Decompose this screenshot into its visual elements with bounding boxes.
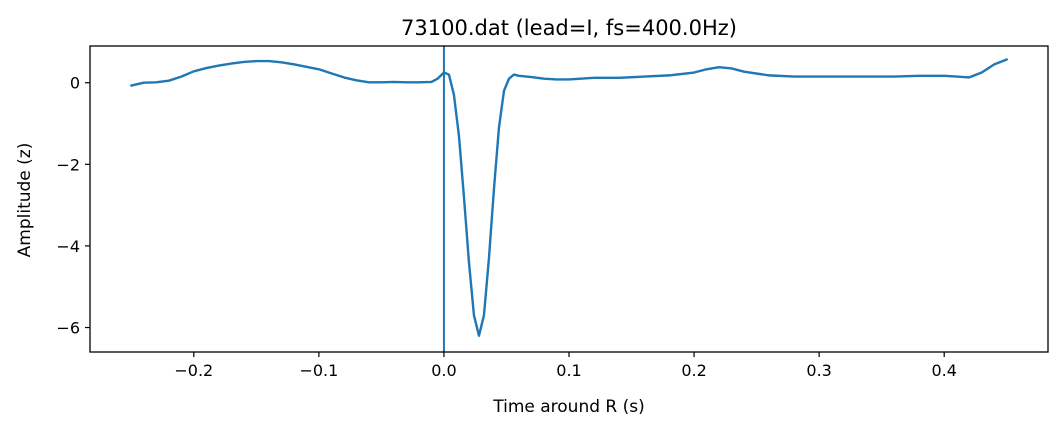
y-tick-label: 0 [70,74,80,93]
y-axis-label: Amplitude (z) [15,143,35,258]
x-tick-label: 0.1 [556,361,581,380]
ecg-series-line [130,58,1008,337]
y-tick-label: −6 [56,319,80,338]
y-tick-label: −2 [56,155,80,174]
x-tick-label: −0.1 [299,361,338,380]
x-tick-label: −0.2 [174,361,213,380]
plot-marks: −0.2 −0.1 0.0 0.1 0.2 0.3 0.4 0 −2 −4 −6 [56,46,1008,380]
x-tick-label: 0.0 [431,361,456,380]
plot-frame [89,45,1049,353]
x-tick-label: 0.2 [681,361,706,380]
chart-title: 73100.dat (lead=I, fs=400.0Hz) [401,16,737,40]
x-tick-label: 0.4 [931,361,956,380]
x-axis-label: Time around R (s) [492,397,645,417]
y-tick-label: −4 [56,237,80,256]
x-tick-label: 0.3 [806,361,831,380]
